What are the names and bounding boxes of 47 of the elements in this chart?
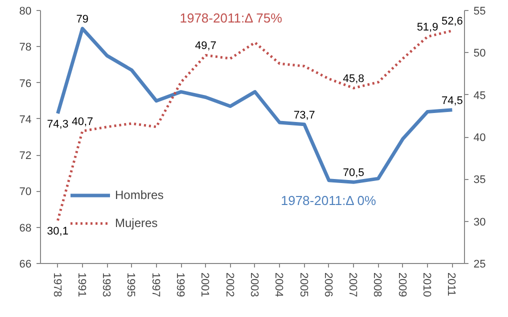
y2-tick-label: 40 — [474, 132, 486, 144]
x-tick-label: 1991 — [75, 272, 88, 297]
x-tick-label: 2008 — [371, 272, 384, 297]
y-tick-label: 66 — [19, 258, 32, 270]
annotation: 1978-2011:Δ 75% — [180, 10, 283, 26]
x-tick-label: 2010 — [420, 272, 433, 297]
data-label: 40,7 — [72, 116, 94, 128]
y-tick-label: 78 — [19, 42, 32, 54]
data-label: 30,1 — [47, 225, 68, 238]
x-tick-label: 2002 — [223, 272, 236, 297]
data-label: 45,8 — [342, 73, 364, 86]
y2-tick-label: 55 — [474, 6, 486, 18]
x-tick-label: 2011 — [445, 272, 458, 296]
x-tick-label: 1978 — [50, 272, 63, 297]
y2-tick-label: 35 — [474, 174, 486, 186]
data-label: 49,7 — [194, 40, 216, 52]
y2-tick-label: 25 — [474, 258, 486, 270]
y-tick-label: 80 — [19, 6, 32, 18]
data-label: 51,9 — [416, 22, 438, 34]
x-tick-label: 2005 — [297, 272, 310, 297]
x-tick-label: 2006 — [322, 272, 334, 297]
y-tick-label: 70 — [19, 186, 32, 198]
data-label: 70,5 — [342, 167, 364, 180]
x-tick-label: 1993 — [100, 272, 112, 297]
x-tick-label: 1995 — [124, 272, 137, 297]
x-tick-label: 1999 — [174, 272, 186, 297]
x-tick-label: 2004 — [272, 272, 285, 297]
y-tick-label: 74 — [19, 114, 32, 126]
legend-label: Mujeres — [115, 216, 158, 230]
y2-tick-label: 30 — [474, 216, 486, 228]
x-tick-label: 2009 — [396, 272, 408, 297]
data-label: 52,6 — [441, 16, 463, 28]
y-tick-label: 72 — [19, 150, 32, 162]
data-label: 74,5 — [441, 94, 463, 107]
legend-label: Hombres — [115, 188, 164, 202]
x-tick-label: 1997 — [149, 272, 162, 297]
y2-tick-label: 45 — [474, 90, 486, 102]
annotation: 1978-2011:Δ 0% — [280, 192, 376, 208]
data-label: 74,3 — [47, 118, 68, 131]
y-tick-label: 76 — [19, 78, 32, 90]
y2-tick-label: 50 — [474, 48, 486, 60]
y-tick-label: 68 — [19, 222, 32, 234]
data-label: 73,7 — [294, 109, 315, 122]
x-tick-label: 2007 — [346, 272, 359, 297]
data-label: 79 — [76, 14, 89, 26]
x-tick-label: 2001 — [198, 272, 211, 297]
x-tick-label: 2003 — [248, 272, 260, 297]
